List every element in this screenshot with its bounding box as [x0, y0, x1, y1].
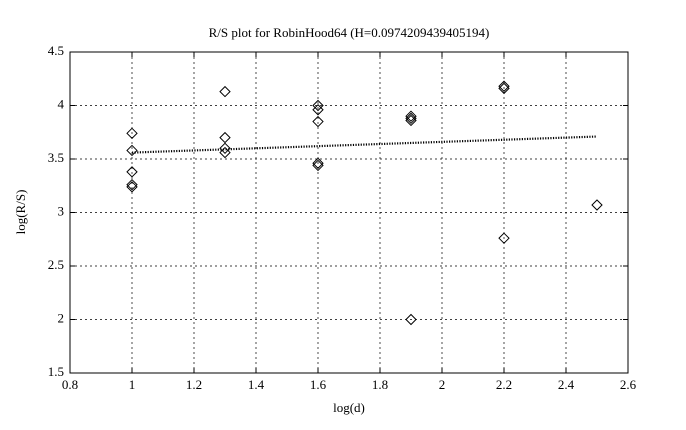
data-point	[405, 110, 417, 122]
data-point	[312, 115, 324, 128]
x-tick-label: 2.2	[496, 377, 512, 392]
data-point	[126, 181, 138, 193]
chart-title: R/S plot for RobinHood64 (H=0.0974209439…	[209, 25, 490, 40]
fit-line	[131, 135, 598, 154]
x-tick-label: 1	[129, 377, 136, 392]
x-tick-label: 1.8	[372, 377, 388, 392]
y-tick-label: 3.5	[48, 150, 64, 165]
x-tick-label: 1.2	[186, 377, 202, 392]
y-tick-label: 1.5	[48, 364, 64, 379]
x-tick-label: 2.6	[620, 377, 637, 392]
data-point	[405, 112, 417, 125]
data-point	[498, 232, 510, 244]
data-point	[126, 166, 138, 178]
data-point	[312, 159, 324, 172]
data-point	[498, 80, 510, 92]
data-point	[405, 114, 417, 127]
data-point	[591, 199, 603, 211]
y-tick-label: 2	[58, 310, 65, 325]
data-point	[219, 85, 231, 98]
data-point	[312, 157, 324, 169]
y-tick-label: 2.5	[48, 257, 64, 272]
data-point	[126, 144, 138, 157]
x-tick-label: 1.4	[248, 377, 265, 392]
data-point	[219, 142, 231, 155]
y-tick-label: 4	[58, 96, 65, 111]
x-tick-label: 2	[439, 377, 446, 392]
data-point	[219, 146, 231, 159]
y-tick-label: 3	[58, 203, 65, 218]
x-axis-label: log(d)	[333, 400, 365, 415]
data-point	[498, 82, 510, 95]
plot-frame	[69, 51, 629, 374]
data-point	[405, 313, 417, 326]
data-point	[312, 104, 324, 116]
x-tick-label: 1.6	[310, 377, 327, 392]
y-tick-label: 4.5	[48, 43, 64, 58]
y-axis-label: log(R/S)	[13, 190, 28, 235]
x-tick-label: 2.4	[558, 377, 575, 392]
data-point	[126, 178, 138, 191]
data-point	[312, 99, 324, 112]
x-tick-label: 0.8	[62, 377, 78, 392]
data-point	[126, 127, 138, 140]
